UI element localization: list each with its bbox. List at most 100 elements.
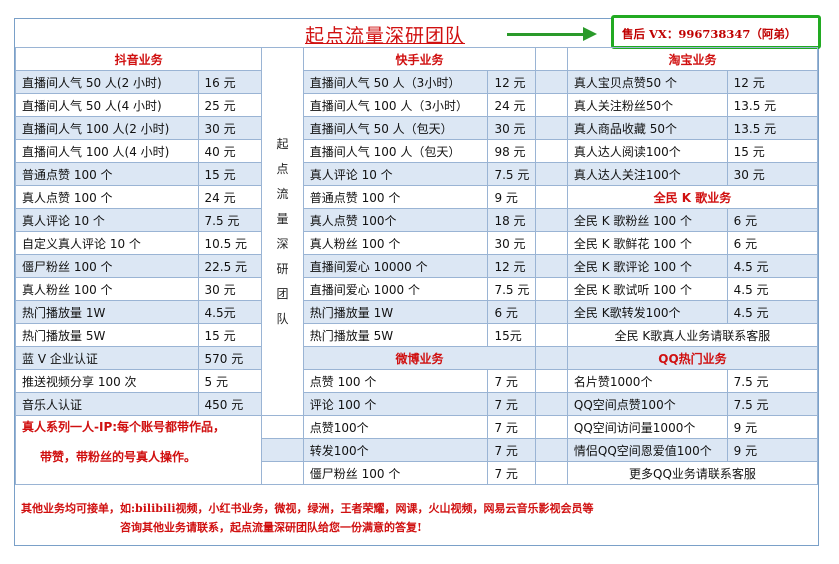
blank-cell <box>261 415 304 439</box>
douyin-price: 40 元 <box>197 139 263 163</box>
footer-line-1: 其他业务均可接单，如:bilibili视频，小红书业务，微视，绿洲，王者荣耀，网… <box>21 502 594 515</box>
douyin-item: 蓝 V 企业认证 <box>15 346 199 370</box>
spacer-cell <box>535 47 568 71</box>
section-header-quanmin: 全民 K 歌业务 <box>566 185 819 209</box>
kuaishou-price: 30 元 <box>487 116 537 140</box>
table-row: 热门播放量 5W 15 元热门播放量 5W 15元 全民 K歌真人业务请联系客服 <box>15 323 819 347</box>
qq-item: QQ空间访问量1000个 <box>566 415 728 439</box>
weibo-price: 7 元 <box>487 369 537 393</box>
page-title: 起点流量深研团队 <box>305 25 466 47</box>
spacer-cell <box>535 162 568 186</box>
douyin-item: 真人点赞 100 个 <box>15 185 199 209</box>
taobao-price: 13.5 元 <box>726 116 819 140</box>
taobao-price: 30 元 <box>726 162 819 186</box>
price-sheet: 起点流量深研团队 售后 VX：996738347（阿弟） 抖音业务起点流量深研团… <box>14 15 821 546</box>
quanmin-price: 4.5 元 <box>726 277 819 301</box>
douyin-price: 10.5 元 <box>197 231 263 255</box>
douyin-price: 450 元 <box>197 392 263 416</box>
spacer-cell <box>535 392 568 416</box>
price-table: 抖音业务起点流量深研团队快手业务 淘宝业务 直播间人气 50 人(2 小时) 16 元… <box>14 47 819 485</box>
weibo-item: 僵尸粉丝 100 个 <box>302 461 489 485</box>
douyin-price: 16 元 <box>197 70 263 94</box>
table-row: 僵尸粉丝 100 个 22.5 元 直播间爱心 10000 个 12 元 全民 K 歌评… <box>15 254 819 278</box>
vertical-label-char: 起 <box>276 136 289 151</box>
douyin-item: 直播间人气 100 人(4 小时) <box>15 139 199 163</box>
douyin-price: 7.5 元 <box>197 208 263 232</box>
quanmin-price: 4.5 元 <box>726 254 819 278</box>
douyin-item: 音乐人认证 <box>15 392 199 416</box>
title-bar: 起点流量深研团队 售后 VX：996738347（阿弟） <box>15 15 821 49</box>
vertical-label-char: 量 <box>276 211 289 226</box>
spacer-cell <box>535 369 568 393</box>
kuaishou-price: 24 元 <box>487 93 537 117</box>
quanmin-item: 全民 K 歌粉丝 100 个 <box>566 208 728 232</box>
kuaishou-price: 7.5 元 <box>487 162 537 186</box>
douyin-price: 4.5元 <box>197 300 263 324</box>
kuaishou-price: 30 元 <box>487 231 537 255</box>
weibo-item: 点赞 100 个 <box>302 369 489 393</box>
spacer-cell <box>535 254 568 278</box>
quanmin-price: 6 元 <box>726 231 819 255</box>
taobao-item: 真人关注粉丝50个 <box>566 93 728 117</box>
red-note-line-2: 带赞，带粉丝的号真人操作。 <box>40 450 197 464</box>
kuaishou-item: 热门播放量 5W <box>302 323 489 347</box>
section-header-taobao: 淘宝业务 <box>566 47 819 71</box>
weibo-price: 7 元 <box>487 438 537 462</box>
quanmin-item: 全民 K 歌试听 100 个 <box>566 277 728 301</box>
douyin-price: 24 元 <box>197 185 263 209</box>
qq-item: QQ空间点赞100个 <box>566 392 728 416</box>
quanmin-item: 全民 K 歌鲜花 100 个 <box>566 231 728 255</box>
quanmin-item: 全民 K歌转发100个 <box>566 300 728 324</box>
douyin-price: 570 元 <box>197 346 263 370</box>
kuaishou-price: 7.5 元 <box>487 277 537 301</box>
spacer-cell <box>535 70 568 94</box>
table-row: 抖音业务起点流量深研团队快手业务 淘宝业务 <box>14 47 819 416</box>
douyin-item: 自定义真人评论 10 个 <box>15 231 199 255</box>
qq-item: 情侣QQ空间恩爱值100个 <box>566 438 728 462</box>
vertical-team-label: 起点流量深研团队 <box>261 47 304 416</box>
kuaishou-item: 真人点赞 100个 <box>302 208 489 232</box>
weibo-price: 7 元 <box>487 415 537 439</box>
kuaishou-price: 18 元 <box>487 208 537 232</box>
table-row: 真人系列一人-IP:每个账号都带作品， 带赞，带粉丝的号真人操作。 点赞100个 7 … <box>14 415 819 485</box>
weibo-item: 点赞100个 <box>302 415 489 439</box>
kuaishou-item: 直播间爱心 1000 个 <box>302 277 489 301</box>
spacer-cell <box>535 323 568 347</box>
kuaishou-item: 直播间人气 50 人（3小时） <box>302 70 489 94</box>
qq-price: 7.5 元 <box>726 369 819 393</box>
red-note: 真人系列一人-IP:每个账号都带作品， 带赞，带粉丝的号真人操作。 <box>14 415 263 485</box>
blank-cell <box>261 461 304 485</box>
table-row: 真人粉丝 100 个 30 元 直播间爱心 1000 个 7.5 元 全民 K 歌试听 … <box>15 277 819 301</box>
vertical-label-char: 队 <box>276 311 289 326</box>
weibo-item: 转发100个 <box>302 438 489 462</box>
spacer-cell <box>535 300 568 324</box>
spacer-cell <box>535 185 568 209</box>
contact-text: 售后 VX：996738347（阿弟） <box>622 27 797 41</box>
taobao-price: 13.5 元 <box>726 93 819 117</box>
taobao-item: 真人达人阅读100个 <box>566 139 728 163</box>
kuaishou-price: 98 元 <box>487 139 537 163</box>
arrow-line <box>507 33 585 36</box>
weibo-price: 7 元 <box>487 461 537 485</box>
taobao-item: 真人达人关注100个 <box>566 162 728 186</box>
taobao-price: 15 元 <box>726 139 819 163</box>
vertical-label-char: 深 <box>276 236 289 251</box>
douyin-item: 热门播放量 1W <box>15 300 199 324</box>
spacer-cell <box>535 277 568 301</box>
quanmin-price: 6 元 <box>726 208 819 232</box>
quanmin-note: 全民 K歌真人业务请联系客服 <box>566 323 819 347</box>
douyin-item: 推送视频分享 100 次 <box>15 369 199 393</box>
kuaishou-price: 6 元 <box>487 300 537 324</box>
douyin-price: 15 元 <box>197 162 263 186</box>
douyin-price: 15 元 <box>197 323 263 347</box>
section-header-qq: QQ热门业务 <box>566 346 819 370</box>
blank-cell <box>261 438 304 462</box>
arrow-right-icon <box>583 27 597 41</box>
qq-price: 7.5 元 <box>726 392 819 416</box>
spacer-cell <box>535 438 568 462</box>
spacer-cell <box>535 461 568 485</box>
spacer-cell <box>535 346 568 370</box>
spacer-cell <box>535 93 568 117</box>
